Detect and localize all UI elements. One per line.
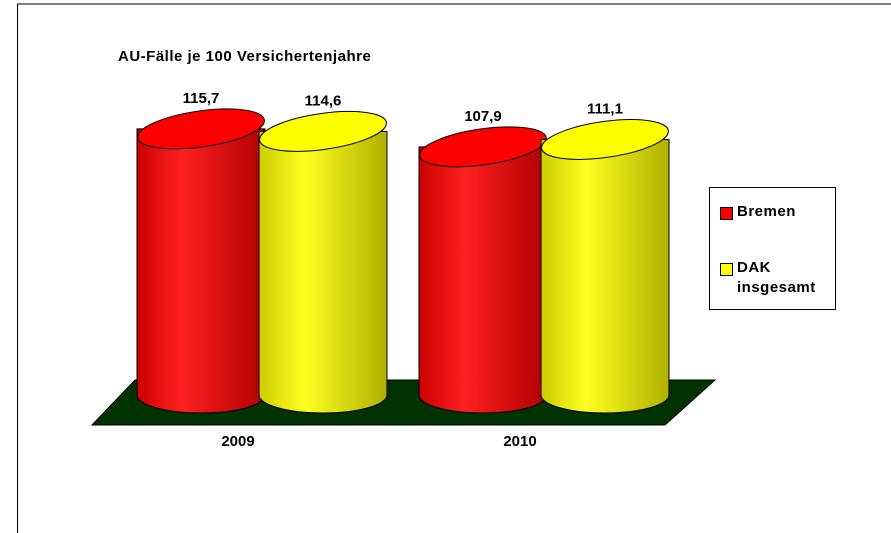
data-label: 107,9 — [464, 108, 502, 125]
data-label: 115,7 — [183, 90, 220, 107]
cylinder-top — [541, 119, 669, 160]
cylinder-body — [258, 130, 388, 414]
chart-title: AU-Fälle je 100 Versichertenjahre — [118, 48, 371, 65]
cylinder-body — [418, 146, 548, 414]
cylinder-top — [137, 108, 265, 150]
data-label: 114,6 — [305, 92, 342, 109]
legend-entry: DAK insgesamt — [720, 259, 827, 298]
legend-swatch — [720, 207, 733, 220]
data-label: 111,1 — [587, 100, 623, 117]
legend-swatch — [720, 263, 733, 276]
cylinder-body — [540, 138, 670, 414]
cylinder-top — [419, 126, 547, 168]
legend-entry: Bremen — [720, 203, 827, 222]
x-tick-label: 2010 — [503, 433, 536, 450]
cylinder-body — [136, 128, 266, 414]
x-tick-label: 2009 — [221, 433, 254, 450]
cylinder-top — [259, 110, 387, 152]
legend: Bremen DAK insgesamt — [709, 187, 836, 310]
legend-label: Bremen — [737, 203, 796, 220]
legend-label: DAK insgesamt — [737, 259, 816, 296]
